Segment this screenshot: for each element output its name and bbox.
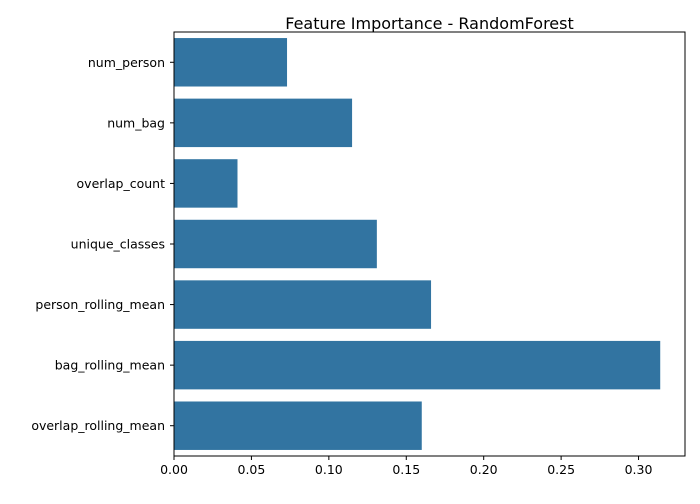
bars-layer [174, 38, 661, 450]
bar-unique-classes [174, 219, 377, 269]
x-axis: 0.00 0.05 0.10 0.15 0.20 0.25 0.30 [160, 456, 653, 477]
y-tick-label: bag_rolling_mean [55, 358, 165, 373]
y-tick-label: unique_classes [71, 237, 165, 252]
y-tick-label: person_rolling_mean [35, 297, 165, 312]
x-tick-label: 0.00 [160, 462, 188, 477]
x-tick-label: 0.15 [392, 462, 420, 477]
x-tick-label: 0.30 [625, 462, 653, 477]
y-tick-label: overlap_rolling_mean [31, 418, 165, 433]
bar-num-person [174, 38, 288, 87]
x-tick-label: 0.25 [547, 462, 575, 477]
chart-title: Feature Importance - RandomForest [285, 14, 574, 33]
bar-bag-rolling-mean [174, 340, 661, 390]
bar-overlap-count [174, 159, 238, 208]
y-tick-label: num_bag [107, 115, 165, 130]
y-tick-label: num_person [88, 55, 165, 70]
x-tick-label: 0.10 [315, 462, 343, 477]
x-tick-label: 0.05 [238, 462, 266, 477]
bar-overlap-rolling-mean [174, 401, 422, 450]
y-axis: num_person num_bag overlap_count unique_cla… [31, 55, 174, 433]
bar-person-rolling-mean [174, 280, 432, 329]
x-tick-label: 0.20 [470, 462, 498, 477]
y-tick-label: overlap_count [77, 176, 166, 191]
plot-frame [173, 31, 686, 457]
bar-num-bag [174, 98, 353, 148]
